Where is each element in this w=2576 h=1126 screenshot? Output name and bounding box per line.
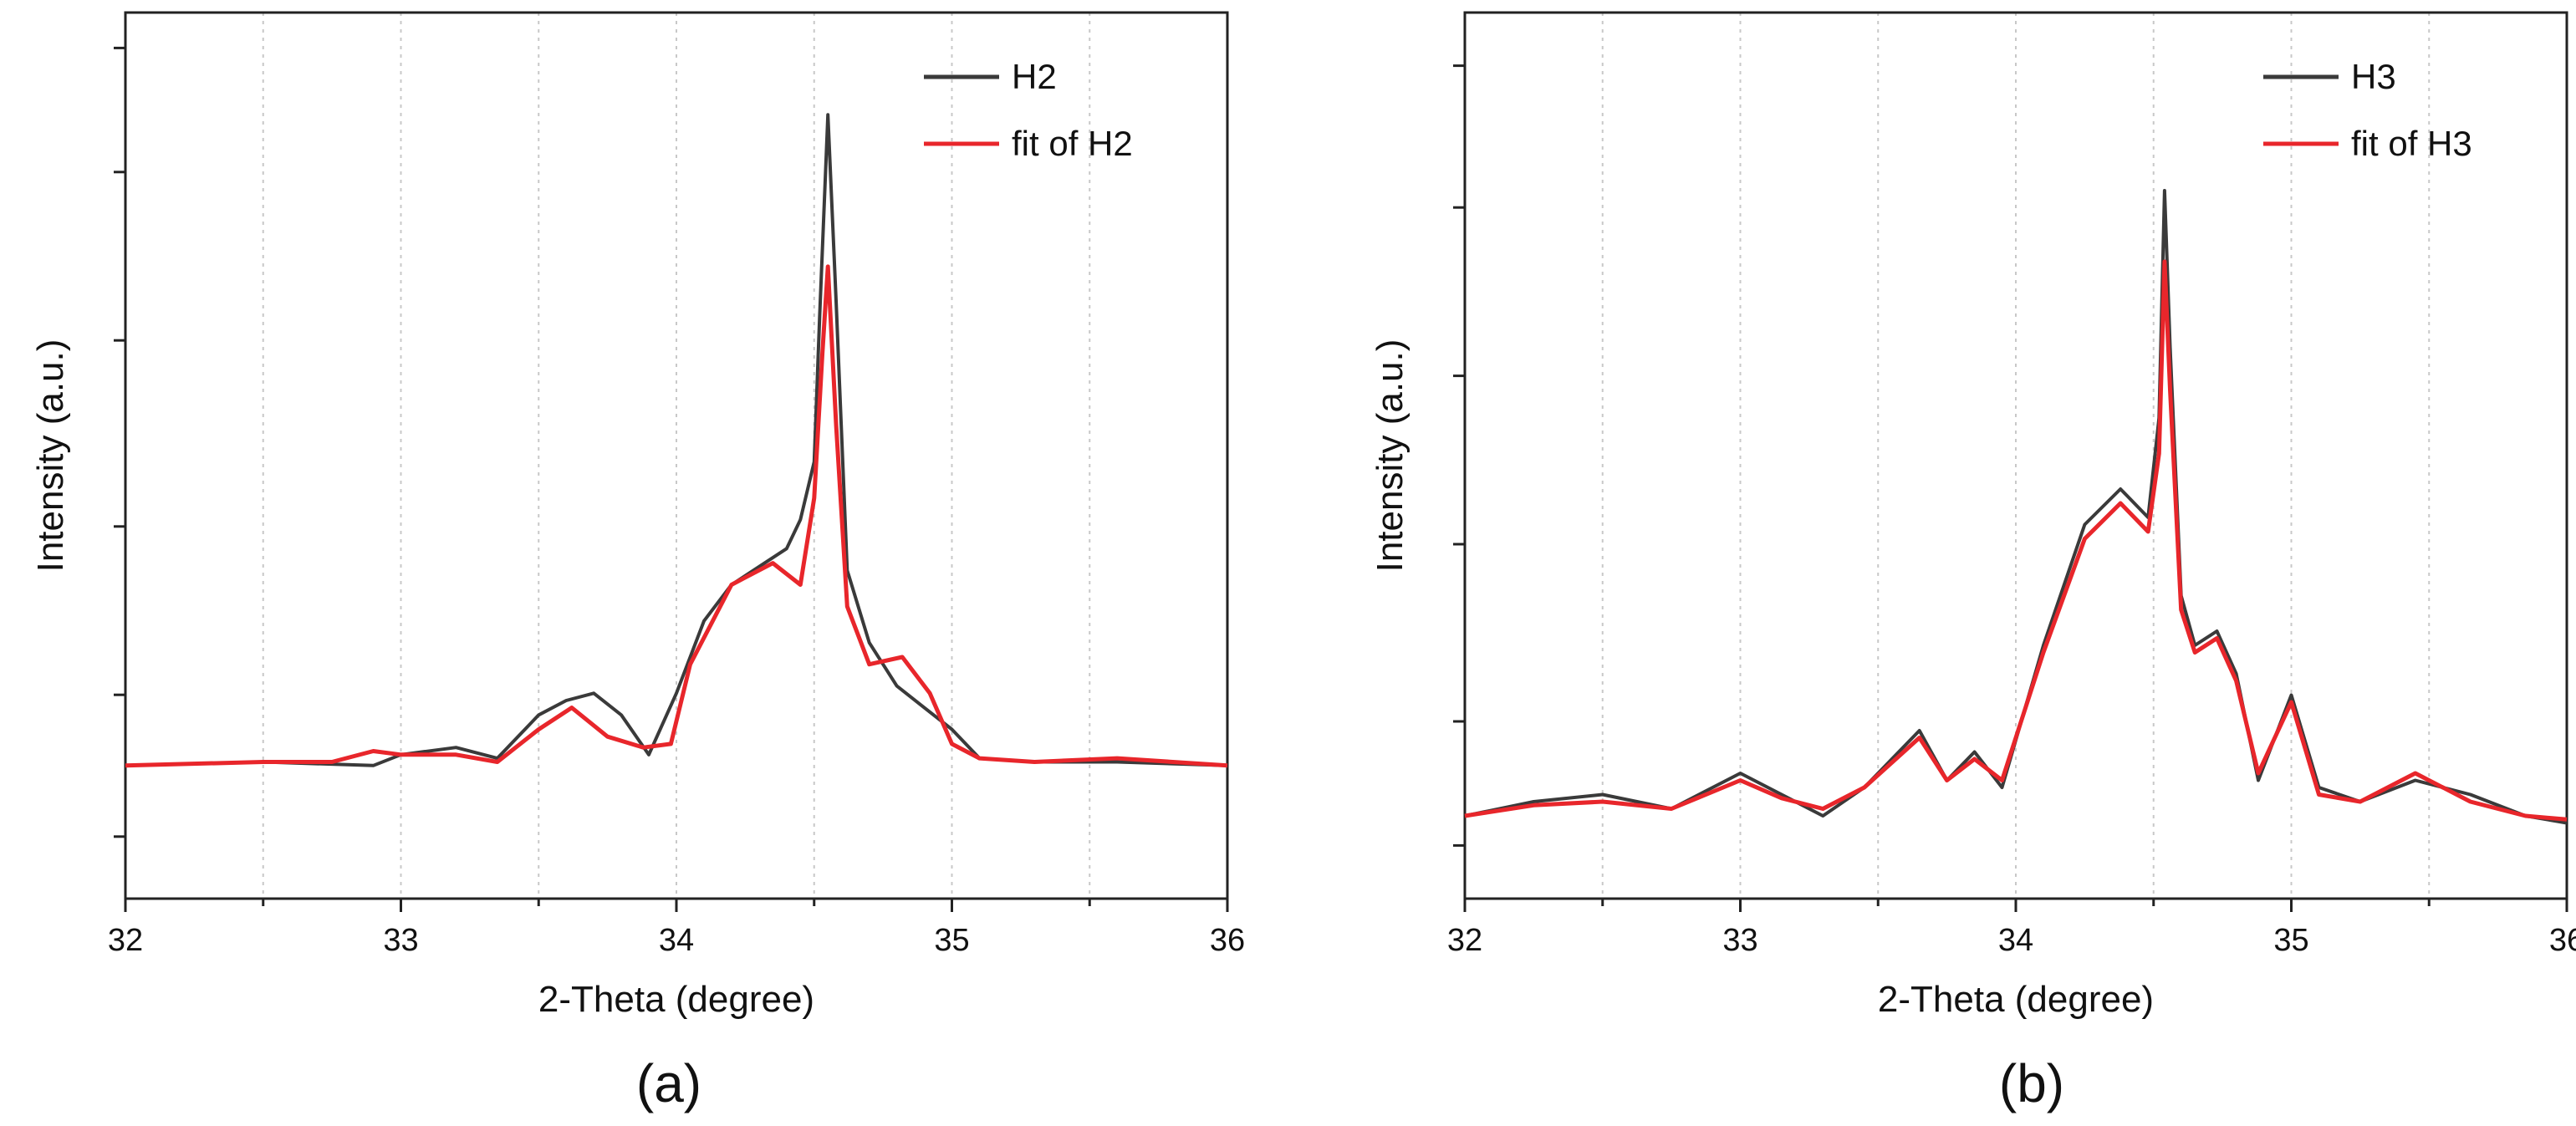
x-tick-label: 36 xyxy=(2549,923,2576,958)
x-tick-label: 34 xyxy=(1998,923,2033,958)
panel-a: 32 33 34 35 36 2-Theta (degree) Intensity (a… xyxy=(30,11,1245,1113)
legend-label-h3: H3 xyxy=(2351,57,2396,96)
y-axis-title-a: Intensity (a.u.) xyxy=(30,339,71,573)
x-tick-label: 35 xyxy=(934,923,969,958)
legend-b: H3 fit of H3 xyxy=(2263,57,2472,163)
series-line-measured xyxy=(125,113,1228,767)
x-tick-label: 32 xyxy=(1447,923,1482,958)
x-tick-label: 32 xyxy=(108,923,143,958)
series-line-fit xyxy=(125,264,1228,768)
legend-label-fit-h2: fit of H2 xyxy=(1012,124,1133,163)
legend-a: H2 fit of H2 xyxy=(924,57,1133,163)
legend-label-fit-h3: fit of H3 xyxy=(2351,124,2472,163)
x-axis-title-b: 2-Theta (degree) xyxy=(1878,979,2154,1020)
x-tick-label: 33 xyxy=(1722,923,1757,958)
x-tick-label: 36 xyxy=(1210,923,1245,958)
x-tick-label: 35 xyxy=(2273,923,2308,958)
y-axis-title-b: Intensity (a.u.) xyxy=(1370,339,1410,573)
legend-label-h2: H2 xyxy=(1012,57,1057,96)
x-tick-label: 33 xyxy=(383,923,418,958)
x-tick-label: 34 xyxy=(659,923,694,958)
panel-b: 32 33 34 35 36 2-Theta (degree) Intensity (a… xyxy=(1370,11,2576,1113)
panel-caption-b: (b) xyxy=(1999,1053,2064,1113)
panel-caption-a: (a) xyxy=(636,1053,701,1113)
series-line-fit xyxy=(1464,259,2568,822)
x-axis-title-a: 2-Theta (degree) xyxy=(538,979,814,1020)
